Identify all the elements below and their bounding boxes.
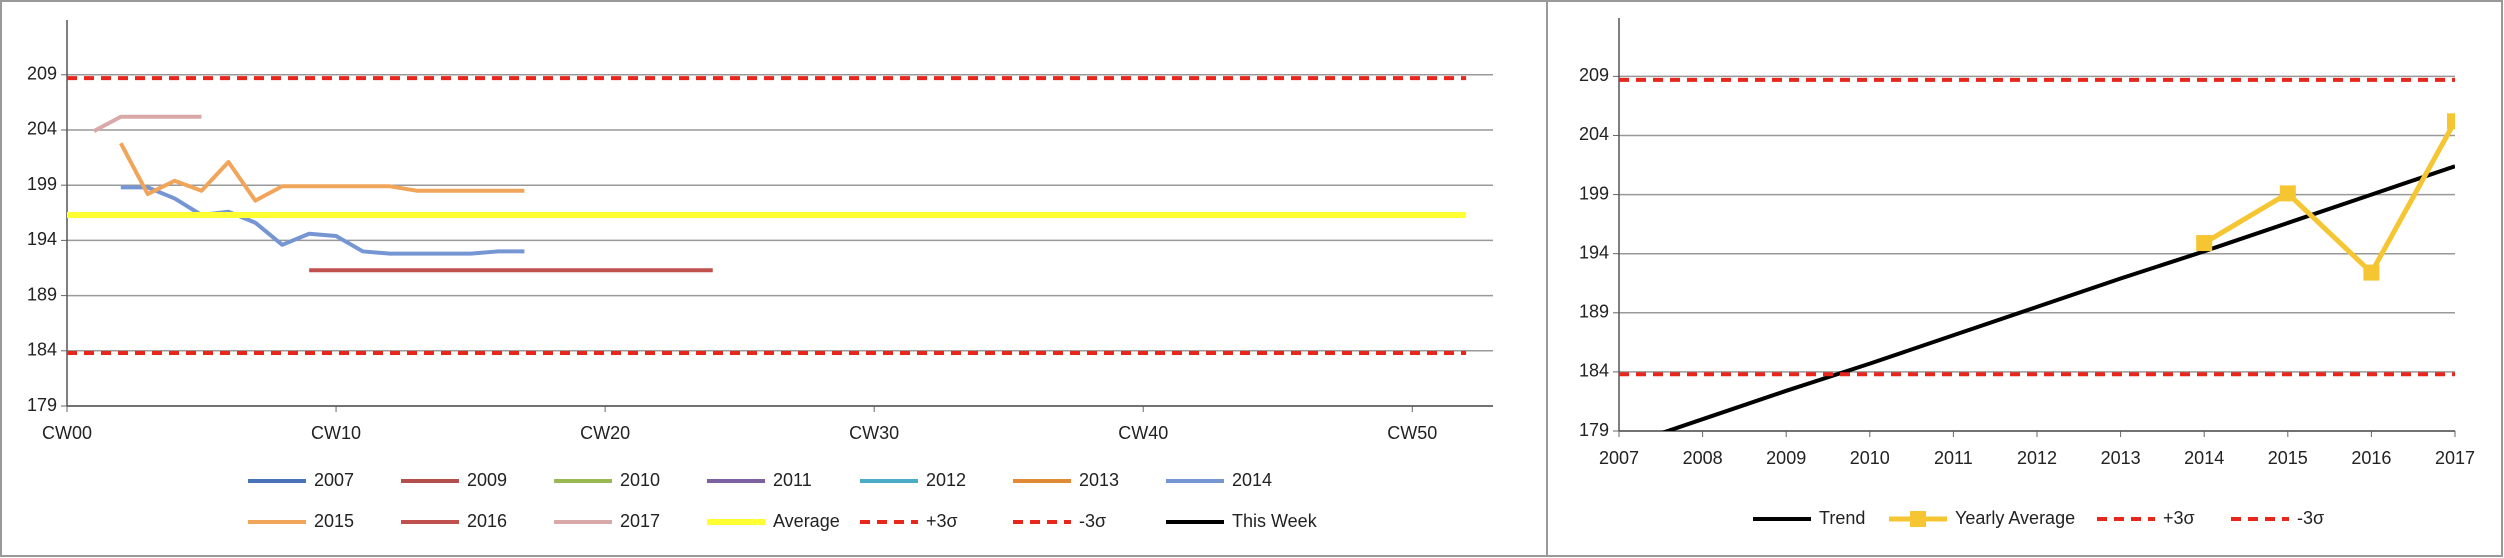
series-marker (2196, 235, 2213, 252)
series-marker (2363, 264, 2380, 281)
x-tick-label: 2012 (2017, 448, 2057, 468)
legend-label: +3σ (2163, 508, 2195, 528)
series-line (120, 185, 525, 256)
plot-area (1619, 77, 2455, 431)
series-line (92, 114, 202, 133)
legend-label: Yearly Average (1955, 508, 2075, 528)
x-tick-label: 2011 (1934, 448, 1973, 468)
legend-label: 2010 (620, 470, 660, 490)
x-tick-label: 2007 (1599, 448, 1639, 468)
legend-marker (1910, 511, 1926, 527)
legend-label: 2012 (926, 470, 966, 490)
series-marker (2279, 185, 2296, 202)
series-line (119, 142, 525, 203)
legend-label: -3σ (1079, 511, 1106, 531)
legend-label: 2014 (1232, 470, 1272, 490)
y-tick-label: 184 (27, 340, 57, 360)
y-tick-label: 209 (27, 64, 57, 84)
series-line (2202, 120, 2455, 276)
legend-label: This Week (1232, 511, 1318, 531)
x-tick-label: CW00 (42, 423, 92, 443)
y-tick-label: 209 (1579, 65, 1609, 85)
legend-label: 2016 (467, 511, 507, 531)
legend-label: 2009 (467, 470, 507, 490)
y-tick-label: 184 (1579, 361, 1609, 381)
y-tick-label: 194 (1579, 242, 1609, 262)
series-line (1661, 164, 2455, 431)
x-tick-label: 2014 (2184, 448, 2224, 468)
x-tick-label: CW20 (580, 423, 630, 443)
y-tick-label: 194 (27, 229, 57, 249)
legend-label: 2011 (773, 470, 812, 490)
legend-label: Trend (1819, 508, 1865, 528)
legend-label: 2013 (1079, 470, 1119, 490)
legend-label: Average (773, 511, 840, 531)
y-tick-label: 199 (1579, 183, 1609, 203)
panel-left (0, 0, 1548, 557)
x-tick-label: 2016 (2351, 448, 2391, 468)
legend-label: -3σ (2297, 508, 2324, 528)
x-tick-label: 2013 (2101, 448, 2141, 468)
x-tick-label: 2017 (2435, 448, 2475, 468)
x-tick-label: CW30 (849, 423, 899, 443)
y-tick-label: 189 (1579, 302, 1609, 322)
legend-label: 2015 (314, 511, 354, 531)
series-marker (2447, 113, 2455, 130)
y-tick-label: 179 (27, 395, 57, 415)
plot-area (67, 76, 1467, 356)
y-tick-label: 189 (27, 284, 57, 304)
legend-label: +3σ (926, 511, 958, 531)
y-tick-label: 179 (1579, 420, 1609, 440)
x-tick-label: 2009 (1766, 448, 1806, 468)
x-tick-label: 2015 (2268, 448, 2308, 468)
legend-label: 2007 (314, 470, 354, 490)
x-tick-label: CW50 (1387, 423, 1437, 443)
legend-label: 2017 (620, 511, 660, 531)
y-tick-label: 204 (27, 119, 57, 139)
x-tick-label: CW40 (1118, 423, 1168, 443)
panel-right (1546, 0, 2503, 557)
x-tick-label: 2008 (1683, 448, 1723, 468)
y-tick-label: 199 (27, 174, 57, 194)
y-tick-label: 204 (1579, 124, 1609, 144)
x-tick-label: 2010 (1850, 448, 1890, 468)
x-tick-label: CW10 (311, 423, 361, 443)
